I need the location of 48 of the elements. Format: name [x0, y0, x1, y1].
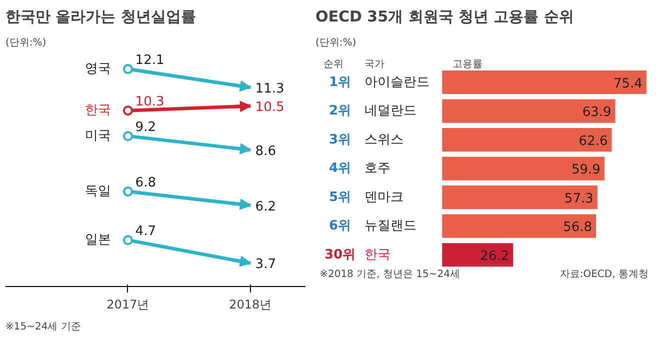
y-tick-label: 아이슬란드: [364, 74, 430, 90]
text: 순위: [324, 58, 344, 70]
text: 6위: [328, 218, 352, 234]
data-label: 6.2: [255, 199, 276, 214]
data-label: 11.3: [255, 82, 284, 97]
data-label: 59.9: [571, 162, 600, 178]
x-tick-label: 2017년: [106, 298, 150, 312]
data-label: 9.2: [135, 120, 156, 136]
x-tick-label: 2018년: [229, 298, 272, 312]
text: 2위: [328, 104, 352, 119]
y-tick-label: 덴마크: [364, 190, 404, 205]
text: 3위: [328, 132, 352, 148]
series-label: 한국: [84, 103, 111, 118]
text: 5위: [328, 190, 352, 205]
y-tick-label: 한국: [364, 247, 391, 262]
annotation: ※2018 기준, 청년은 15~24세: [320, 269, 460, 280]
series-label: 영국: [84, 62, 111, 77]
data-label: 26.2: [480, 248, 510, 264]
annotation: 자료:OECD, 통계청: [560, 269, 648, 280]
data-label: 8.6: [255, 144, 276, 159]
chart-title: OECD 35개 회원국 청년 고용률 순위: [316, 8, 574, 26]
y-tick-label: 호주: [364, 161, 391, 176]
text: (단위:%): [316, 38, 356, 48]
series-label: 일본: [84, 232, 111, 248]
data-label: 10.5: [255, 100, 284, 116]
data-label: 62.6: [578, 134, 608, 149]
text: 30위: [324, 247, 356, 262]
y-tick-label: 네덜란드: [364, 104, 417, 119]
y-tick-label: 스위스: [364, 132, 404, 148]
data-label: 63.9: [582, 105, 612, 120]
data-label: 10.3: [135, 94, 164, 110]
y-tick-label: 뉴질랜드: [364, 218, 417, 234]
annotation: 고용률: [452, 58, 482, 70]
data-label: 75.4: [613, 76, 642, 92]
series-label: 독일: [84, 184, 111, 200]
data-label: 56.8: [563, 220, 592, 236]
text: 국가: [364, 58, 385, 70]
data-label: 57.3: [564, 191, 594, 206]
text: ※15~24세 기준: [6, 322, 81, 332]
chart-subtitle: (단위:%): [6, 38, 46, 48]
data-label: 4.7: [135, 224, 156, 240]
text: 1위: [328, 74, 352, 90]
data-label: 6.8: [135, 176, 156, 191]
data-label: 3.7: [255, 257, 276, 272]
text: 4위: [328, 161, 352, 176]
series-label: 미국: [84, 128, 111, 144]
data-label: 12.1: [135, 53, 164, 68]
chart-title: 한국만 올라가는 청년실업률: [6, 8, 196, 26]
